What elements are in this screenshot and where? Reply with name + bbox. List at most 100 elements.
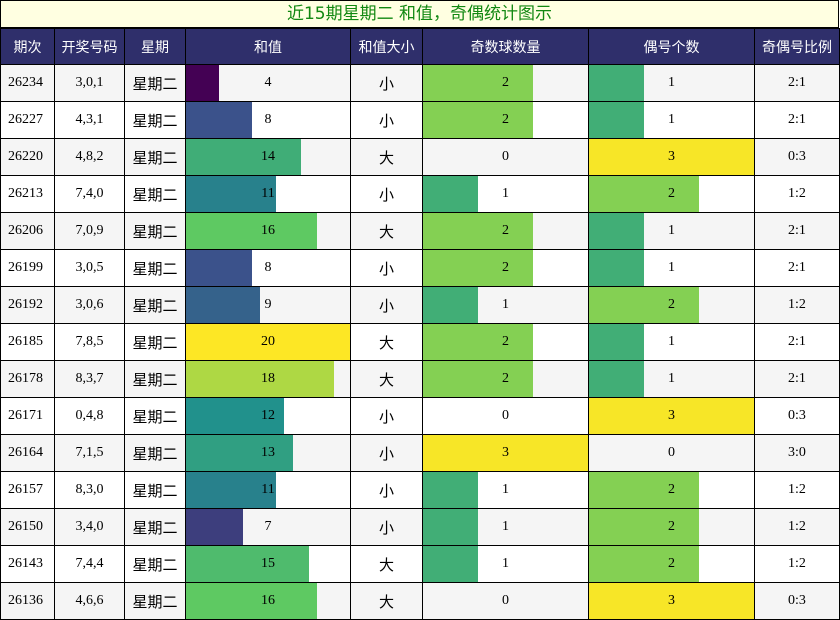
odd-count-cell-bar — [423, 65, 533, 101]
weekday-cell: 星期二 — [124, 175, 186, 213]
even-count-cell-bar — [589, 176, 699, 212]
table-row: 26171 0,4,8 星期二 12 小 0 3 0:3 — [0, 397, 840, 435]
numbers-cell: 7,8,5 — [54, 323, 125, 361]
numbers-cell: 7,1,5 — [54, 434, 125, 472]
sum-size-cell: 小 — [350, 397, 423, 435]
sum-cell-value: 14 — [261, 149, 275, 164]
sum-cell: 8 — [185, 249, 351, 287]
table-row: 26199 3,0,5 星期二 8 小 2 1 2:1 — [0, 249, 840, 287]
odd-count-cell-bar — [423, 435, 588, 471]
table-row: 26213 7,4,0 星期二 11 小 1 2 1:2 — [0, 175, 840, 213]
odd-count-cell: 2 — [422, 249, 589, 287]
odd-count-cell: 3 — [422, 434, 589, 472]
table-row: 26192 3,0,6 星期二 9 小 1 2 1:2 — [0, 286, 840, 324]
odd-count-cell: 0 — [422, 582, 589, 620]
ratio-cell: 2:1 — [754, 360, 840, 398]
ratio-cell: 1:2 — [754, 508, 840, 546]
sum-cell-bar — [186, 361, 334, 397]
weekday-cell: 星期二 — [124, 545, 186, 583]
table-row: 26157 8,3,0 星期二 11 小 1 2 1:2 — [0, 471, 840, 509]
even-count-cell: 0 — [588, 434, 755, 472]
even-count-cell-value: 2 — [668, 519, 675, 534]
even-count-cell: 1 — [588, 323, 755, 361]
odd-count-cell: 1 — [422, 545, 589, 583]
sum-cell: 11 — [185, 175, 351, 213]
sum-size-cell: 小 — [350, 64, 423, 102]
odd-count-cell-value: 2 — [502, 112, 509, 127]
header-even-count: 偶号个数 — [588, 28, 755, 65]
odd-count-cell-bar — [423, 324, 533, 360]
odd-count-cell-bar — [423, 546, 478, 582]
ratio-cell: 1:2 — [754, 545, 840, 583]
odd-count-cell: 1 — [422, 286, 589, 324]
odd-count-cell: 2 — [422, 101, 589, 139]
even-count-cell: 1 — [588, 249, 755, 287]
even-count-cell: 2 — [588, 545, 755, 583]
odd-count-cell: 0 — [422, 138, 589, 176]
even-count-cell-value: 2 — [668, 297, 675, 312]
page-title: 近15期星期二 和值，奇偶统计图示 — [0, 0, 839, 28]
numbers-cell: 7,4,4 — [54, 545, 125, 583]
table-row: 26234 3,0,1 星期二 4 小 2 1 2:1 — [0, 64, 840, 102]
sum-cell-bar — [186, 250, 252, 286]
issue-cell: 26150 — [0, 508, 55, 546]
odd-count-cell-value: 2 — [502, 260, 509, 275]
even-count-cell-bar — [589, 324, 644, 360]
table-row: 26143 7,4,4 星期二 15 大 1 2 1:2 — [0, 545, 840, 583]
sum-cell-bar — [186, 398, 285, 434]
issue-cell: 26136 — [0, 582, 55, 620]
even-count-cell-value: 3 — [668, 149, 675, 164]
weekday-cell: 星期二 — [124, 360, 186, 398]
sum-cell-bar — [186, 546, 309, 582]
sum-cell: 15 — [185, 545, 351, 583]
even-count-cell-bar — [589, 139, 754, 175]
issue-cell: 26199 — [0, 249, 55, 287]
sum-cell-value: 8 — [264, 260, 272, 275]
ratio-cell: 2:1 — [754, 323, 840, 361]
sum-size-cell: 大 — [350, 582, 423, 620]
numbers-cell: 7,0,9 — [54, 212, 125, 250]
numbers-cell: 3,0,1 — [54, 64, 125, 102]
sum-cell-bar — [186, 287, 260, 323]
header-odd-count: 奇数球数量 — [422, 28, 589, 65]
even-count-cell-value: 1 — [668, 371, 675, 386]
ratio-cell: 2:1 — [754, 64, 840, 102]
ratio-cell: 2:1 — [754, 212, 840, 250]
even-count-cell-bar — [589, 361, 644, 397]
header-sum-size: 和值大小 — [350, 28, 423, 65]
even-count-cell-bar — [589, 287, 699, 323]
even-count-cell-bar — [589, 398, 754, 434]
sum-size-cell: 小 — [350, 286, 423, 324]
even-count-cell-bar — [589, 250, 644, 286]
sum-cell-bar — [186, 435, 293, 471]
odd-count-cell-value: 1 — [502, 482, 509, 497]
sum-cell-value: 4 — [264, 75, 272, 90]
ratio-cell: 1:2 — [754, 175, 840, 213]
even-count-cell-value: 1 — [668, 112, 675, 127]
even-count-cell-value: 3 — [668, 408, 675, 423]
odd-count-cell-value: 3 — [502, 445, 509, 460]
odd-count-cell-bar — [423, 287, 478, 323]
issue-cell: 26157 — [0, 471, 55, 509]
sum-cell: 12 — [185, 397, 351, 435]
numbers-cell: 3,4,0 — [54, 508, 125, 546]
sum-cell: 4 — [185, 64, 351, 102]
odd-count-cell-bar — [423, 176, 478, 212]
issue-cell: 26171 — [0, 397, 55, 435]
odd-count-cell-value: 0 — [502, 408, 509, 423]
sum-cell: 11 — [185, 471, 351, 509]
sum-cell: 8 — [185, 101, 351, 139]
header-weekday: 星期 — [124, 28, 186, 65]
ratio-cell: 1:2 — [754, 286, 840, 324]
sum-size-cell: 大 — [350, 360, 423, 398]
weekday-cell: 星期二 — [124, 138, 186, 176]
even-count-cell-bar — [589, 472, 699, 508]
odd-count-cell-value: 0 — [502, 149, 509, 164]
odd-count-cell-value: 1 — [502, 519, 509, 534]
even-count-cell-value: 2 — [668, 186, 675, 201]
numbers-cell: 4,3,1 — [54, 101, 125, 139]
sum-cell: 14 — [185, 138, 351, 176]
sum-cell-value: 15 — [261, 556, 275, 571]
issue-cell: 26143 — [0, 545, 55, 583]
even-count-cell-bar — [589, 509, 699, 545]
